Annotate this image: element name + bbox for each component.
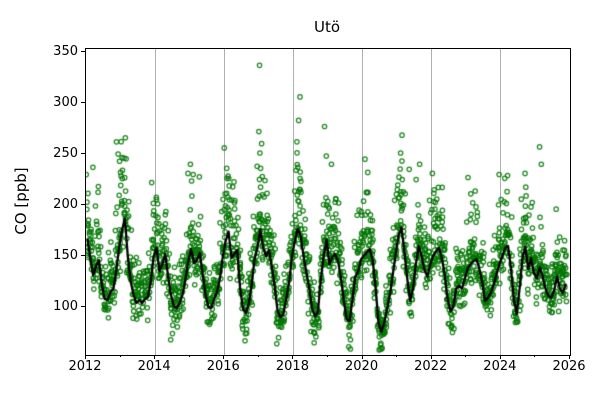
x-tick-label: 2020 <box>345 359 379 374</box>
x-minor-tick-mark <box>327 355 328 357</box>
x-minor-tick-mark <box>257 355 259 357</box>
chart-title: Utö <box>313 18 341 36</box>
x-tick-mark <box>292 355 294 359</box>
x-tick-mark <box>569 355 570 359</box>
x-tick-mark <box>223 355 225 359</box>
x-tick-mark <box>85 355 86 359</box>
y-tick-label: 350 <box>53 43 78 59</box>
y-tick-mark <box>81 102 85 104</box>
y-tick-mark <box>81 255 85 257</box>
x-tick-mark <box>361 355 363 359</box>
y-tick-label: 100 <box>53 298 78 314</box>
x-minor-tick-mark <box>119 355 121 357</box>
y-tick-mark <box>81 51 85 53</box>
y-tick-mark <box>81 204 85 206</box>
x-minor-tick-mark <box>465 355 467 357</box>
y-tick-label: 300 <box>53 94 78 110</box>
x-tick-label: 2016 <box>206 359 240 374</box>
x-tick-mark <box>154 355 156 359</box>
x-tick-mark <box>499 355 501 359</box>
x-tick-label: 2012 <box>68 359 102 374</box>
y-tick-label: 250 <box>53 145 78 161</box>
y-axis-label: CO [ppb] <box>12 167 30 235</box>
plot-canvas <box>86 49 570 355</box>
x-tick-mark <box>430 355 432 359</box>
x-tick-label: 2018 <box>275 359 309 374</box>
y-tick-label: 150 <box>53 247 78 263</box>
x-minor-tick-mark <box>188 355 190 357</box>
y-tick-mark <box>81 153 85 155</box>
x-minor-tick-mark <box>396 355 398 357</box>
y-tick-label: 200 <box>53 196 78 212</box>
x-tick-label: 2026 <box>552 359 586 374</box>
x-minor-tick-mark <box>534 355 536 357</box>
y-tick-mark <box>81 306 85 308</box>
x-tick-label: 2014 <box>137 359 171 374</box>
x-tick-label: 2022 <box>414 359 448 374</box>
x-tick-label: 2024 <box>483 359 517 374</box>
plot-area <box>85 48 571 356</box>
